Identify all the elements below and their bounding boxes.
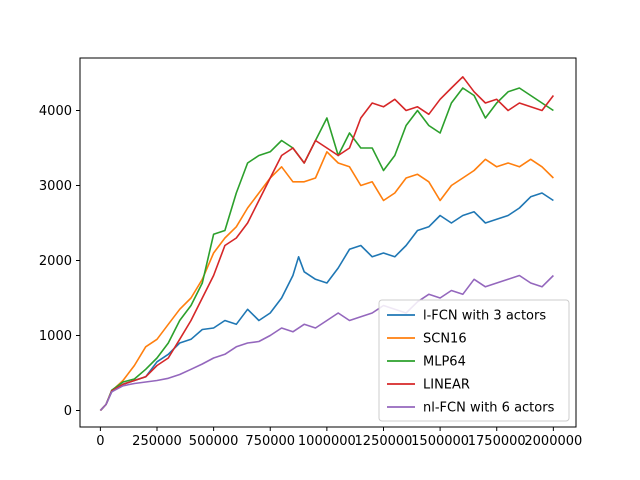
y-tick-label-3: 3000 [39, 179, 72, 194]
series-line-1 [99, 151, 554, 412]
y-axis: 0 1000 2000 3000 4000 [39, 104, 80, 419]
legend-label-3: LINEAR [423, 378, 470, 393]
y-tick-label-4: 4000 [39, 104, 72, 119]
legend: l-FCN with 3 actors SCN16 MLP64 LINEAR nl-FC… [378, 299, 570, 422]
x-tick-label-0: 0 [96, 434, 104, 449]
x-tick-label-3: 750000 [245, 434, 295, 449]
legend-label-2: MLP64 [423, 355, 466, 370]
x-tick-label-2: 500000 [189, 434, 239, 449]
y-tick-label-2: 2000 [39, 254, 72, 269]
series-layer [99, 76, 555, 412]
legend-label-0: l-FCN with 3 actors [423, 309, 546, 324]
legend-label-1: SCN16 [423, 332, 467, 347]
x-tick-label-5: 1250000 [355, 434, 413, 449]
legend-box [378, 299, 570, 422]
legend-label-4: nl-FCN with 6 actors [423, 401, 555, 416]
x-tick-label-7: 1750000 [468, 434, 526, 449]
series-line-2 [99, 87, 554, 412]
series-line-4 [99, 274, 554, 412]
plot-frame [79, 57, 577, 428]
x-tick-label-8: 2000000 [524, 434, 582, 449]
x-axis: 0 250000 500000 750000 100000012500001500000… [96, 427, 582, 449]
x-tick-label-1: 250000 [132, 434, 182, 449]
series-line-3 [99, 76, 555, 412]
series-line-0 [99, 192, 554, 412]
x-tick-label-4: 1000000 [298, 434, 356, 449]
x-tick-label-6: 1500000 [411, 434, 469, 449]
y-tick-label-1: 1000 [39, 329, 72, 344]
y-tick-label-0: 0 [64, 404, 72, 419]
